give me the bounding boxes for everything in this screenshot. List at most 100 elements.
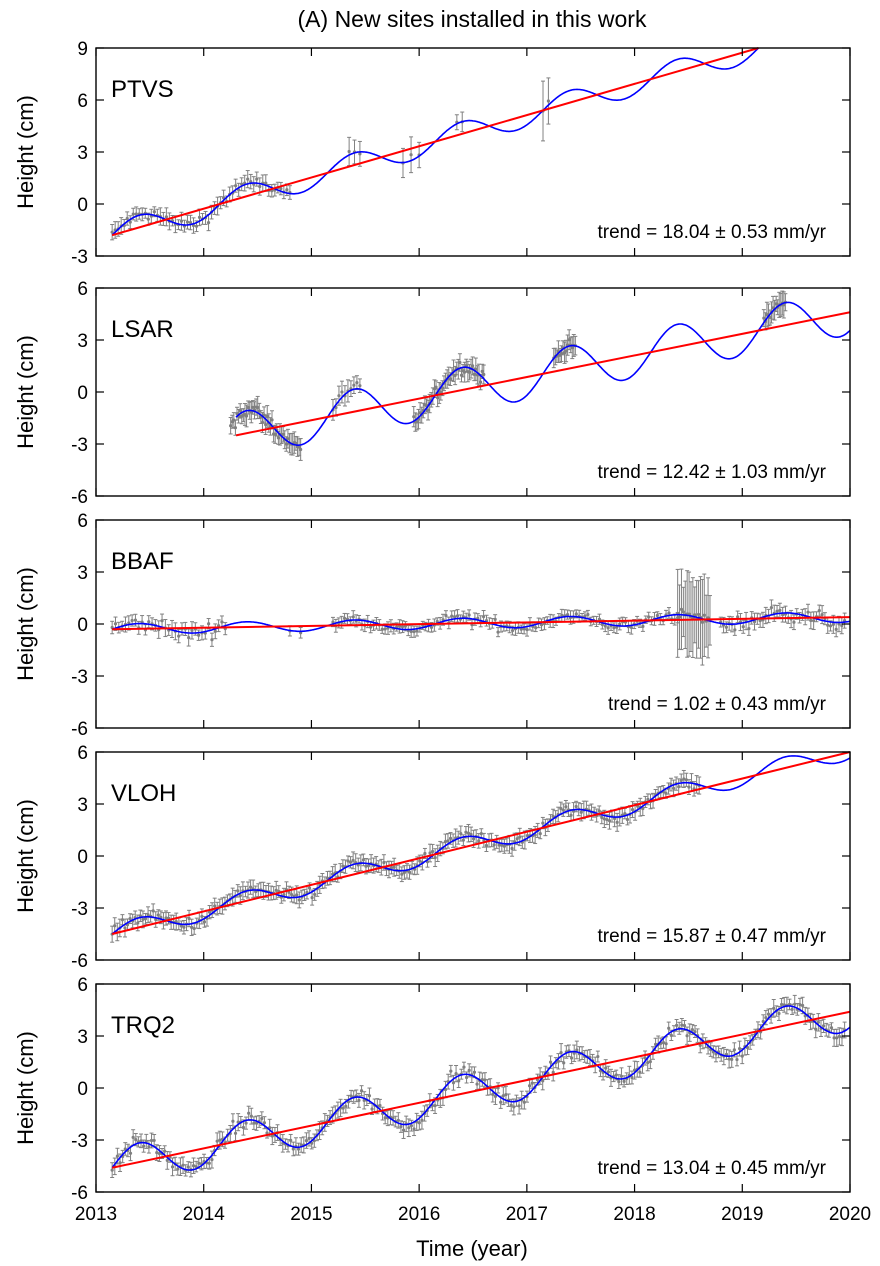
data-point bbox=[434, 385, 438, 389]
data-point bbox=[600, 815, 604, 820]
data-point bbox=[270, 418, 274, 422]
data-point bbox=[455, 614, 460, 618]
data-point bbox=[562, 1061, 566, 1065]
data-point bbox=[282, 892, 286, 897]
data-point bbox=[347, 149, 351, 154]
data-point bbox=[464, 1075, 469, 1080]
y-tick-label: 6 bbox=[77, 279, 88, 300]
data-point bbox=[115, 1154, 120, 1158]
y-tick-label: 3 bbox=[77, 563, 88, 584]
data-point bbox=[313, 892, 317, 897]
data-point bbox=[641, 624, 645, 628]
data-point bbox=[625, 817, 630, 822]
data-point bbox=[352, 383, 356, 387]
data-point bbox=[235, 412, 239, 416]
data-point bbox=[603, 624, 607, 628]
data-point bbox=[397, 624, 402, 628]
data-point bbox=[693, 613, 697, 617]
data-point bbox=[671, 786, 676, 790]
data-point bbox=[475, 1082, 479, 1086]
data-point bbox=[176, 1167, 180, 1171]
data-point bbox=[698, 1043, 702, 1048]
data-point bbox=[481, 615, 486, 619]
site-name: VLOH bbox=[111, 780, 176, 807]
data-point bbox=[831, 622, 835, 626]
data-point bbox=[128, 220, 132, 224]
data-point bbox=[152, 210, 156, 214]
data-point bbox=[551, 1070, 555, 1074]
data-point bbox=[349, 1094, 353, 1098]
data-point bbox=[832, 1036, 836, 1040]
data-point bbox=[380, 627, 384, 631]
data-point bbox=[207, 622, 211, 626]
data-point bbox=[133, 618, 138, 622]
y-axis-label: Height (cm) bbox=[13, 1031, 38, 1145]
data-point bbox=[412, 630, 416, 634]
data-point bbox=[146, 913, 150, 917]
data-point bbox=[602, 817, 606, 821]
y-tick-label: -3 bbox=[71, 247, 88, 268]
data-point bbox=[200, 914, 204, 919]
data-point bbox=[123, 1147, 127, 1151]
data-point bbox=[391, 1116, 395, 1120]
data-point bbox=[493, 617, 497, 621]
data-point bbox=[777, 1011, 781, 1016]
data-point bbox=[835, 1036, 839, 1040]
data-point bbox=[170, 1165, 175, 1169]
data-point bbox=[149, 1138, 154, 1143]
data-point bbox=[296, 1147, 301, 1151]
data-point bbox=[346, 859, 350, 863]
data-point bbox=[605, 818, 609, 822]
data-point bbox=[769, 605, 774, 610]
data-point bbox=[492, 843, 496, 847]
data-point bbox=[304, 1138, 309, 1143]
data-point bbox=[229, 424, 233, 428]
trend-line bbox=[112, 616, 851, 631]
data-point bbox=[471, 364, 475, 368]
data-point bbox=[351, 615, 355, 619]
data-point bbox=[238, 893, 242, 898]
data-point bbox=[362, 1098, 366, 1102]
data-point bbox=[820, 613, 824, 617]
trend-label: trend = 12.42 ± 1.03 mm/yr bbox=[597, 462, 826, 483]
y-tick-label: 6 bbox=[77, 975, 88, 996]
y-axis-label: Height (cm) bbox=[13, 799, 38, 913]
data-point bbox=[680, 1023, 684, 1027]
data-point bbox=[461, 838, 465, 842]
data-point bbox=[478, 380, 483, 384]
data-point bbox=[291, 1147, 295, 1151]
data-point bbox=[246, 405, 250, 410]
data-point bbox=[110, 230, 114, 234]
trend-label: trend = 1.02 ± 0.43 mm/yr bbox=[608, 694, 827, 715]
data-point bbox=[357, 1098, 361, 1102]
data-point bbox=[525, 834, 530, 838]
data-point bbox=[559, 806, 563, 811]
y-axis-label: Height (cm) bbox=[13, 567, 38, 681]
data-point bbox=[546, 1071, 550, 1076]
data-point bbox=[128, 916, 132, 921]
data-point bbox=[433, 856, 437, 860]
data-point bbox=[453, 615, 457, 619]
data-point bbox=[358, 152, 362, 156]
data-point bbox=[197, 1161, 201, 1165]
y-tick-label: -3 bbox=[71, 667, 88, 688]
data-point bbox=[400, 872, 404, 876]
data-point bbox=[682, 777, 686, 781]
data-point bbox=[667, 611, 671, 615]
data-point bbox=[364, 864, 368, 868]
data-point bbox=[265, 414, 269, 419]
data-point bbox=[606, 1070, 610, 1074]
data-point bbox=[113, 924, 117, 928]
data-point bbox=[341, 1106, 345, 1110]
data-point bbox=[597, 617, 602, 621]
data-point bbox=[186, 1165, 190, 1169]
figure-title: (A) New sites installed in this work bbox=[298, 6, 647, 32]
data-point bbox=[569, 813, 573, 817]
trend-line bbox=[111, 751, 851, 935]
data-point bbox=[310, 895, 314, 900]
panel-bbaf: -6 -3 0 3 6 Height (cm) BBAF trend = 1.02 ± 0.4… bbox=[13, 511, 851, 740]
data-point bbox=[392, 865, 396, 869]
data-point bbox=[615, 820, 619, 824]
x-tick-label: 2018 bbox=[613, 1204, 655, 1225]
data-point bbox=[418, 411, 422, 415]
